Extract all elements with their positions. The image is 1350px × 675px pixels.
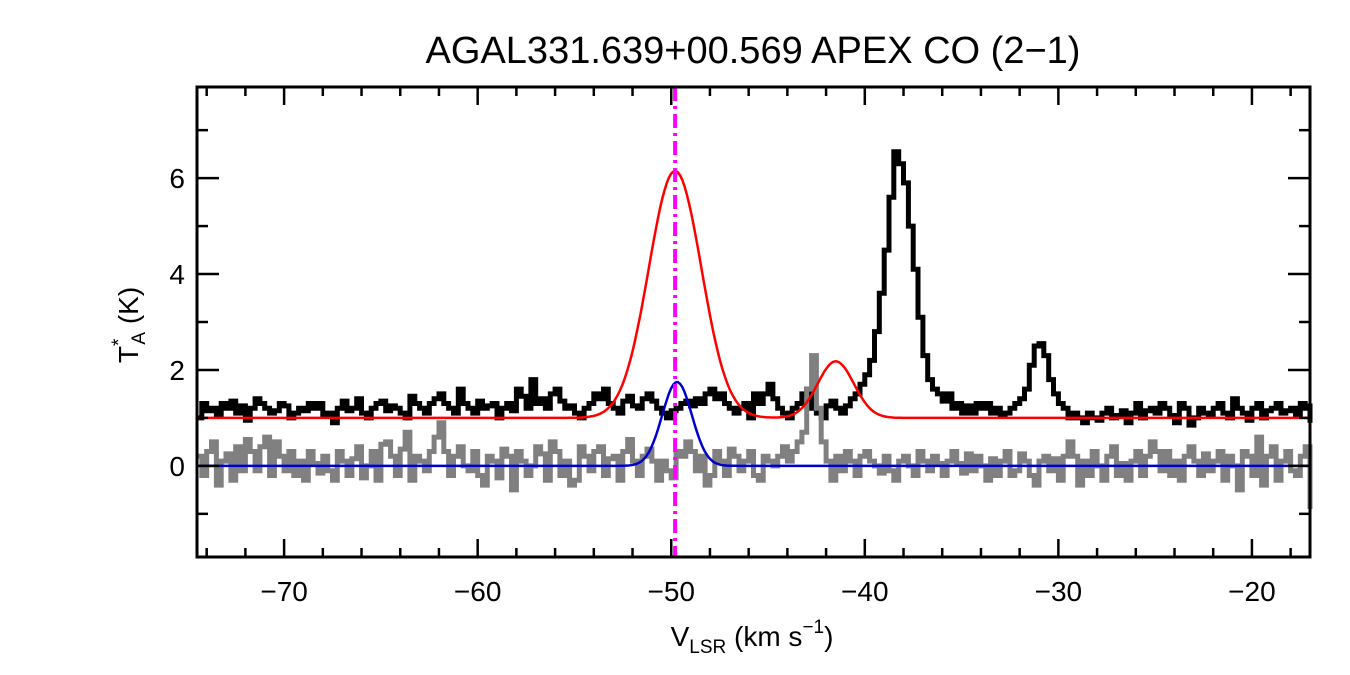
spectrum-residual-line [197,353,1313,509]
plot-frame [195,85,1312,559]
x-axis-title: VLSR (km s−1) [671,617,834,658]
y-tick-label: 0 [169,451,185,482]
gaussian-fit-total-line [197,169,1310,420]
x-tick-label: −40 [841,576,889,607]
x-tick-label: −20 [1228,576,1276,607]
x-tick-label: −50 [647,576,695,607]
y-tick-label: 4 [169,259,185,290]
x-tick-label: −60 [454,576,502,607]
y-tick-label: 2 [169,355,185,386]
spectrum-co-line [197,149,1313,428]
axes-layer: −70 −60 −50 −40 −30 −20 0 2 4 6 [169,85,1312,607]
x-tick-label: −70 [260,576,308,607]
x-tick-label: −30 [1035,576,1083,607]
y-axis-title: T*A (K) [109,287,150,363]
y-tick-label: 6 [169,163,185,194]
chart-title: AGAL331.639+00.569 APEX CO (2−1) [426,30,1081,72]
gaussian-fit-component-line [197,380,1310,468]
series-layer [197,149,1313,509]
